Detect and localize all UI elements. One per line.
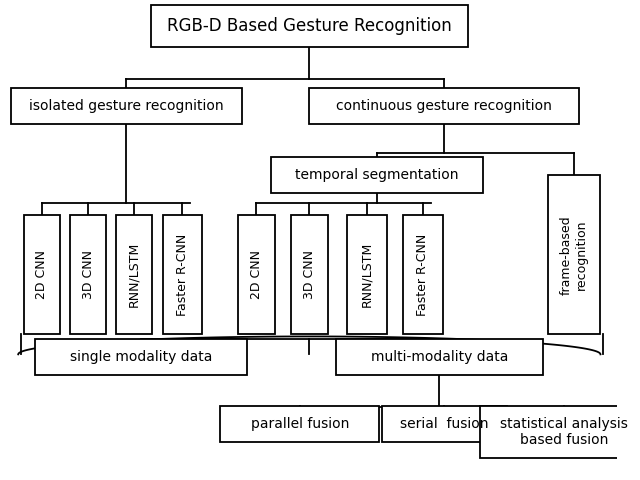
Text: frame-based
recognition: frame-based recognition — [560, 215, 588, 295]
FancyBboxPatch shape — [403, 215, 443, 335]
FancyBboxPatch shape — [381, 406, 507, 442]
FancyBboxPatch shape — [480, 406, 640, 458]
Text: RNN/LSTM: RNN/LSTM — [360, 242, 374, 307]
FancyBboxPatch shape — [271, 157, 483, 193]
FancyBboxPatch shape — [11, 88, 242, 124]
FancyBboxPatch shape — [163, 215, 202, 335]
Text: isolated gesture recognition: isolated gesture recognition — [29, 99, 224, 113]
Text: 3D CNN: 3D CNN — [81, 250, 95, 300]
FancyBboxPatch shape — [150, 5, 468, 47]
FancyBboxPatch shape — [70, 215, 106, 335]
FancyBboxPatch shape — [238, 215, 275, 335]
Text: temporal segmentation: temporal segmentation — [295, 168, 458, 182]
Text: single modality data: single modality data — [70, 350, 212, 364]
FancyBboxPatch shape — [116, 215, 152, 335]
Text: serial  fusion: serial fusion — [400, 417, 488, 431]
Text: 2D CNN: 2D CNN — [35, 250, 48, 300]
Text: continuous gesture recognition: continuous gesture recognition — [336, 99, 552, 113]
FancyBboxPatch shape — [291, 215, 328, 335]
Text: Faster R-CNN: Faster R-CNN — [417, 234, 429, 316]
Text: Faster R-CNN: Faster R-CNN — [176, 234, 189, 316]
FancyBboxPatch shape — [24, 215, 60, 335]
Text: multi-modality data: multi-modality data — [371, 350, 508, 364]
FancyBboxPatch shape — [35, 339, 247, 375]
FancyBboxPatch shape — [347, 215, 387, 335]
Text: 2D CNN: 2D CNN — [250, 250, 263, 300]
Text: 3D CNN: 3D CNN — [303, 250, 316, 300]
FancyBboxPatch shape — [336, 339, 543, 375]
Text: parallel fusion: parallel fusion — [250, 417, 349, 431]
Text: statistical analysis
based fusion: statistical analysis based fusion — [500, 417, 628, 447]
Text: RGB-D Based Gesture Recognition: RGB-D Based Gesture Recognition — [167, 17, 452, 35]
Text: RNN/LSTM: RNN/LSTM — [128, 242, 141, 307]
FancyBboxPatch shape — [309, 88, 579, 124]
FancyBboxPatch shape — [548, 175, 600, 335]
FancyBboxPatch shape — [220, 406, 379, 442]
